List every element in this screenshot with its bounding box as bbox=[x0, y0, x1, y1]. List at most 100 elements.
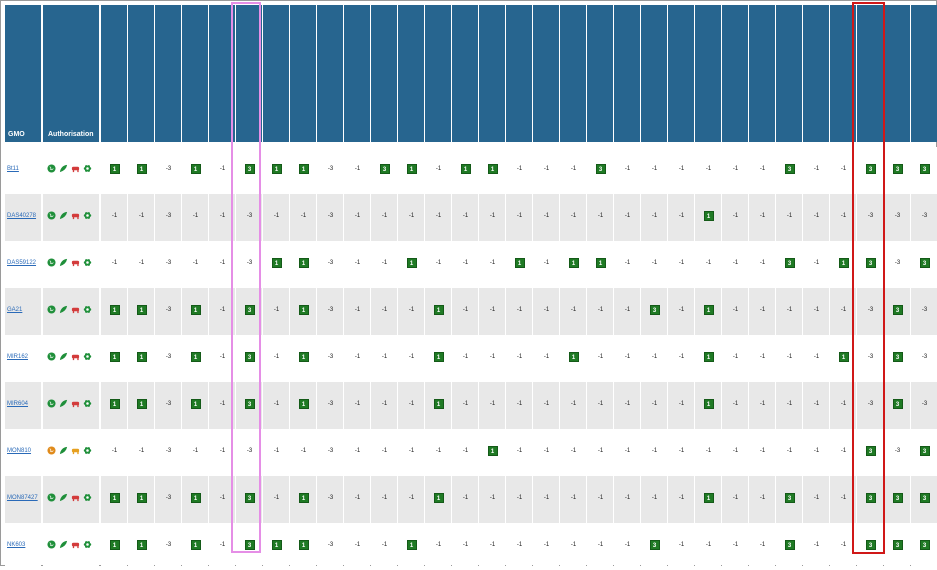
value-cell: -1 bbox=[668, 147, 694, 194]
value-cell: 1 bbox=[560, 241, 586, 288]
value-cell: 1 bbox=[128, 523, 154, 570]
value: -1 bbox=[452, 493, 479, 504]
animal-icon bbox=[71, 354, 80, 361]
result-value: -3 bbox=[867, 307, 874, 313]
value: -1 bbox=[776, 399, 803, 410]
result-value: -3 bbox=[165, 401, 172, 407]
value-cell: -3 bbox=[317, 335, 343, 382]
value: 1 bbox=[695, 399, 722, 410]
value: 3 bbox=[371, 164, 398, 175]
value-cell: -1 bbox=[371, 523, 397, 570]
value: -1 bbox=[830, 446, 857, 457]
value: -1 bbox=[803, 258, 830, 269]
result-value: -3 bbox=[894, 260, 901, 266]
value-cell: -3 bbox=[911, 335, 937, 382]
result-value: -3 bbox=[327, 260, 334, 266]
value: 1 bbox=[560, 352, 587, 363]
value: 1 bbox=[506, 258, 533, 269]
value-cell: -1 bbox=[560, 288, 586, 335]
value: -1 bbox=[506, 211, 533, 222]
value: 3 bbox=[641, 305, 668, 316]
result-value: -1 bbox=[570, 166, 577, 172]
result-value: -1 bbox=[489, 542, 496, 548]
gmo-link[interactable]: MON810 bbox=[7, 448, 32, 454]
value: 3 bbox=[857, 540, 884, 551]
positive-result-badge: 1 bbox=[568, 258, 579, 268]
result-value: -1 bbox=[624, 260, 631, 266]
value: 1 bbox=[425, 352, 452, 363]
gmo-link[interactable]: DAS59122 bbox=[7, 260, 37, 266]
result-value: -1 bbox=[192, 448, 199, 454]
gmo-link[interactable]: MON87427 bbox=[7, 495, 38, 501]
gmo-link[interactable]: GA21 bbox=[7, 307, 23, 313]
result-value: -1 bbox=[381, 448, 388, 454]
value: 1 bbox=[101, 352, 128, 363]
value: -3 bbox=[317, 258, 344, 269]
authorisation-icons bbox=[47, 493, 92, 502]
value-cell: 3 bbox=[236, 288, 262, 335]
value: -3 bbox=[155, 352, 182, 363]
value-cell: -3 bbox=[317, 476, 343, 523]
value-cell: -1 bbox=[641, 429, 667, 476]
positive-result-badge: 1 bbox=[568, 352, 579, 362]
flower-icon bbox=[83, 400, 92, 407]
result-value: -1 bbox=[840, 213, 847, 219]
value: -1 bbox=[695, 164, 722, 175]
value-cell: -1 bbox=[344, 476, 370, 523]
value: -1 bbox=[668, 352, 695, 363]
gmo-link[interactable]: MIR604 bbox=[7, 401, 29, 407]
value: -1 bbox=[533, 352, 560, 363]
value-cell: 3 bbox=[857, 241, 883, 288]
value: -3 bbox=[911, 211, 937, 222]
result-value: -1 bbox=[273, 401, 280, 407]
value-cell: 3 bbox=[776, 241, 802, 288]
value: -1 bbox=[452, 446, 479, 457]
value: 1 bbox=[290, 399, 317, 410]
column-header: CS-bar-STRHY (QL-ELE-00-022) bbox=[533, 5, 559, 142]
value: 1 bbox=[182, 352, 209, 363]
result-value: -1 bbox=[300, 448, 307, 454]
result-value: -1 bbox=[624, 213, 631, 219]
value: 1 bbox=[830, 352, 857, 363]
result-value: -1 bbox=[543, 495, 550, 501]
value: -1 bbox=[587, 493, 614, 504]
value-cell: -1 bbox=[533, 523, 559, 570]
positive-result-badge: 1 bbox=[406, 540, 417, 550]
value-cell: -1 bbox=[398, 288, 424, 335]
positive-result-badge: 3 bbox=[865, 446, 876, 456]
value-cell: 1 bbox=[425, 476, 451, 523]
result-value: -1 bbox=[354, 542, 361, 548]
result-value: -3 bbox=[327, 354, 334, 360]
value: -1 bbox=[398, 399, 425, 410]
value: -1 bbox=[452, 305, 479, 316]
result-value: -1 bbox=[543, 401, 550, 407]
value-cell: -3 bbox=[911, 288, 937, 335]
value-cell: -1 bbox=[641, 147, 667, 194]
result-value: -3 bbox=[165, 542, 172, 548]
value-cell: -1 bbox=[101, 429, 127, 476]
value: -1 bbox=[209, 446, 236, 457]
gmo-link[interactable]: NK603 bbox=[7, 542, 26, 548]
value: 1 bbox=[101, 540, 128, 551]
positive-result-badge: 1 bbox=[406, 164, 417, 174]
positive-result-badge: 1 bbox=[190, 540, 201, 550]
gmo-link[interactable]: DAS40278 bbox=[7, 213, 37, 219]
value-cell: -3 bbox=[857, 335, 883, 382]
result-value: -3 bbox=[165, 213, 172, 219]
positive-result-badge: 1 bbox=[703, 399, 714, 409]
value-cell: -1 bbox=[425, 429, 451, 476]
result-value: -1 bbox=[462, 260, 469, 266]
result-value: -1 bbox=[462, 401, 469, 407]
value-cell: 1 bbox=[101, 288, 127, 335]
result-value: -1 bbox=[597, 354, 604, 360]
result-value: -1 bbox=[624, 401, 631, 407]
value: -1 bbox=[479, 399, 506, 410]
value: 1 bbox=[695, 305, 722, 316]
result-value: -3 bbox=[165, 495, 172, 501]
gmo-link[interactable]: Bt11 bbox=[7, 166, 19, 172]
gmo-link[interactable]: MIR162 bbox=[7, 354, 29, 360]
value-cell: -1 bbox=[263, 476, 289, 523]
value-cell: -3 bbox=[317, 147, 343, 194]
result-value: -1 bbox=[840, 448, 847, 454]
result-value: -1 bbox=[813, 542, 820, 548]
